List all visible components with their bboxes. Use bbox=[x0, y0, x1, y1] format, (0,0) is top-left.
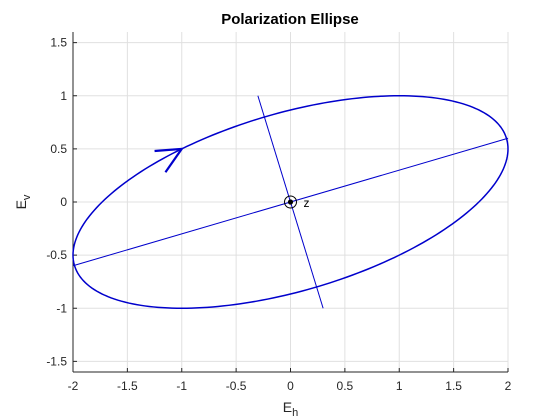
x-tick-label: 0 bbox=[287, 379, 294, 393]
annotation-label: z bbox=[304, 196, 310, 210]
polarization-ellipse-curve bbox=[72, 94, 509, 310]
chart-text: -2 -1.5 -1 -0.5 0 0.5 1 1.5 2-1.5-1-0.500.511.5E… bbox=[13, 36, 512, 419]
propagation-circle-marker bbox=[284, 195, 297, 209]
y-tick-label: -0.5 bbox=[46, 248, 67, 262]
x-tick-label: -1 bbox=[176, 379, 187, 393]
y-tick-label: 0.5 bbox=[50, 142, 67, 156]
y-tick-label: -1.5 bbox=[46, 354, 67, 368]
axes bbox=[72, 32, 509, 373]
data-series bbox=[72, 94, 509, 310]
grid bbox=[72, 32, 509, 372]
x-tick-label: -0.5 bbox=[226, 379, 247, 393]
x-tick-label: -2 bbox=[68, 379, 79, 393]
direction-arrow bbox=[154, 147, 184, 173]
chart-title: Polarization Ellipse bbox=[221, 11, 359, 28]
x-tick-label: 0.5 bbox=[337, 379, 354, 393]
x-tick-label: 1.5 bbox=[445, 379, 462, 393]
propagation-dot-marker bbox=[287, 199, 294, 205]
x-axis-label: Eh bbox=[283, 399, 298, 419]
y-tick-label: -1 bbox=[56, 301, 67, 315]
y-tick-label: 0 bbox=[60, 195, 67, 209]
y-tick-label: 1 bbox=[60, 89, 67, 103]
x-tick-label: 1 bbox=[396, 379, 403, 393]
y-axis-label: Ev bbox=[13, 194, 33, 209]
y-tick-label: 1.5 bbox=[50, 36, 67, 50]
x-tick-label: -1.5 bbox=[117, 379, 138, 393]
x-tick-label: 2 bbox=[505, 379, 512, 393]
